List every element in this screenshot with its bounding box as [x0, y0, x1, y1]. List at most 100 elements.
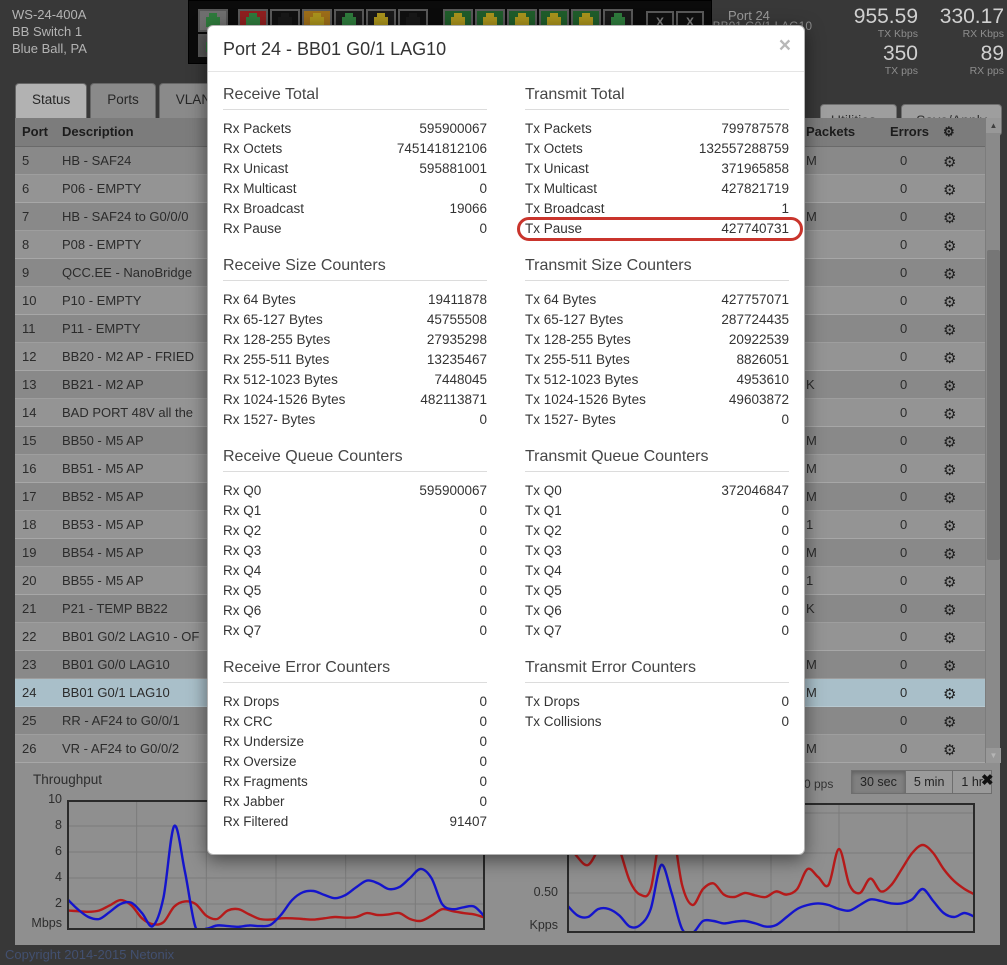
stat-value: 19066	[449, 201, 487, 216]
row-settings-gear-icon[interactable]: ⚙	[943, 602, 957, 619]
traffic-stats: 955.59 TX Kbps 350 TX pps 330.17 RX Kbps…	[778, 5, 1004, 79]
stat-value: 0	[479, 623, 487, 638]
stat-row: Rx 255-511 Bytes 13235467	[223, 350, 487, 370]
stat-value: 0	[479, 714, 487, 729]
column-header-port: Port	[22, 124, 48, 139]
row-settings-gear-icon[interactable]: ⚙	[943, 294, 957, 311]
stat-label: Tx Multicast	[525, 181, 598, 196]
stat-label: Rx Q2	[223, 523, 262, 538]
stat-label: Rx Q0	[223, 483, 262, 498]
chart-close-icon[interactable]: ✖	[981, 772, 994, 789]
stat-label: Tx 1024-1526 Bytes	[525, 392, 646, 407]
stat-label: Tx Q4	[525, 563, 562, 578]
row-settings-gear-icon[interactable]: ⚙	[943, 322, 957, 339]
errors-cell: 0	[900, 405, 908, 420]
table-scrollbar[interactable]: ▲ ▼	[985, 118, 1001, 763]
tx-series-line	[566, 863, 976, 936]
range-button-1-hr[interactable]: 1 hr	[952, 770, 992, 794]
stat-row: Rx Q0 595900067	[223, 481, 487, 501]
stat-label: Rx Q5	[223, 583, 262, 598]
stat-label: Tx Q1	[525, 503, 562, 518]
row-settings-gear-icon[interactable]: ⚙	[943, 742, 957, 759]
errors-cell: 0	[900, 321, 908, 336]
stat-value: 0	[781, 603, 789, 618]
scroll-down-button[interactable]: ▼	[986, 748, 1001, 763]
modal-close-icon[interactable]: ×	[778, 34, 791, 57]
stat-value: 0	[781, 623, 789, 638]
device-model: WS-24-400A	[12, 7, 87, 22]
port-number-cell: 15	[22, 433, 37, 448]
row-settings-gear-icon[interactable]: ⚙	[943, 490, 957, 507]
row-settings-gear-icon[interactable]: ⚙	[943, 238, 957, 255]
row-settings-gear-icon[interactable]: ⚙	[943, 350, 957, 367]
row-settings-gear-icon[interactable]: ⚙	[943, 266, 957, 283]
row-settings-gear-icon[interactable]: ⚙	[943, 406, 957, 423]
stat-row: Tx 1527- Bytes 0	[525, 410, 789, 430]
row-settings-gear-icon[interactable]: ⚙	[943, 518, 957, 535]
section-title: Transmit Queue Counters	[525, 448, 709, 465]
stat-value: 45755508	[426, 312, 487, 327]
rj45-jack-icon	[515, 13, 529, 27]
section-title: Transmit Size Counters	[525, 257, 692, 274]
stat-value: 91407	[449, 814, 487, 829]
tab-ports[interactable]: Ports	[90, 83, 156, 118]
row-settings-gear-icon[interactable]: ⚙	[943, 658, 957, 675]
table-settings-gear-icon[interactable]: ⚙	[943, 124, 955, 139]
y-axis-tick-label: 6	[55, 844, 62, 858]
stat-row: Rx Undersize 0	[223, 732, 487, 752]
description-cell: HB - SAF24	[62, 153, 132, 168]
row-settings-gear-icon[interactable]: ⚙	[943, 546, 957, 563]
stat-label: Rx Broadcast	[223, 201, 305, 216]
description-cell: P10 - EMPTY	[62, 293, 142, 308]
stat-row: Tx 65-127 Bytes 287724435	[525, 310, 789, 330]
description-cell: BB20 - M2 AP - FRIED	[62, 349, 194, 364]
row-settings-gear-icon[interactable]: ⚙	[943, 434, 957, 451]
scroll-thumb[interactable]	[987, 250, 1000, 560]
stat-value: 0	[479, 181, 487, 196]
tab-status[interactable]: Status	[15, 83, 88, 118]
scroll-up-button[interactable]: ▲	[986, 118, 1001, 133]
row-settings-gear-icon[interactable]: ⚙	[943, 154, 957, 171]
stat-label: Rx Jabber	[223, 794, 285, 809]
packets-cell: M	[806, 685, 817, 700]
y-axis-tick-label: 0.50	[533, 885, 558, 899]
device-name: BB Switch 1	[12, 24, 83, 39]
stat-row: Rx Q6 0	[223, 601, 487, 621]
stat-label: Rx CRC	[223, 714, 273, 729]
stat-label: Rx Filtered	[223, 814, 289, 829]
row-settings-gear-icon[interactable]: ⚙	[943, 714, 957, 731]
stat-value: 0	[781, 583, 789, 598]
port-number-cell: 23	[22, 657, 37, 672]
stat-label: Tx Q2	[525, 523, 562, 538]
stat-value: 49603872	[728, 392, 789, 407]
stat-value: 8826051	[736, 352, 789, 367]
stat-row: Rx 1024-1526 Bytes 482113871	[223, 390, 487, 410]
row-settings-gear-icon[interactable]: ⚙	[943, 462, 957, 479]
stat-row: Tx Q6 0	[525, 601, 789, 621]
modal-column: Receive Total Rx Packets 595900067 Rx Octet…	[223, 86, 487, 850]
stat-row: Tx Q7 0	[525, 621, 789, 641]
range-button-5-min[interactable]: 5 min	[904, 770, 954, 794]
range-button-30-sec[interactable]: 30 sec	[851, 770, 906, 794]
port-number-cell: 16	[22, 461, 37, 476]
stat-row: Rx 512-1023 Bytes 7448045	[223, 370, 487, 390]
stat-row: Tx 64 Bytes 427757071	[525, 290, 789, 310]
stat-row: Tx Octets 132557288759	[525, 139, 789, 159]
stat-row: Tx Q2 0	[525, 521, 789, 541]
row-settings-gear-icon[interactable]: ⚙	[943, 686, 957, 703]
port-number-cell: 10	[22, 293, 37, 308]
row-settings-gear-icon[interactable]: ⚙	[943, 378, 957, 395]
port-number-cell: 24	[22, 685, 37, 700]
stat-value: 0	[479, 543, 487, 558]
row-settings-gear-icon[interactable]: ⚙	[943, 182, 957, 199]
rx-pps-label: RX pps	[969, 65, 1004, 77]
y-axis-tick-label: 10	[48, 792, 62, 806]
chart-range-selector: 30 sec 5 min 1 hr	[851, 770, 992, 794]
description-cell: BB54 - M5 AP	[62, 545, 144, 560]
row-settings-gear-icon[interactable]: ⚙	[943, 630, 957, 647]
row-settings-gear-icon[interactable]: ⚙	[943, 210, 957, 227]
stat-row: Rx Packets 595900067	[223, 119, 487, 139]
stat-row: Tx Q5 0	[525, 581, 789, 601]
row-settings-gear-icon[interactable]: ⚙	[943, 574, 957, 591]
rj45-jack-icon	[278, 13, 292, 27]
